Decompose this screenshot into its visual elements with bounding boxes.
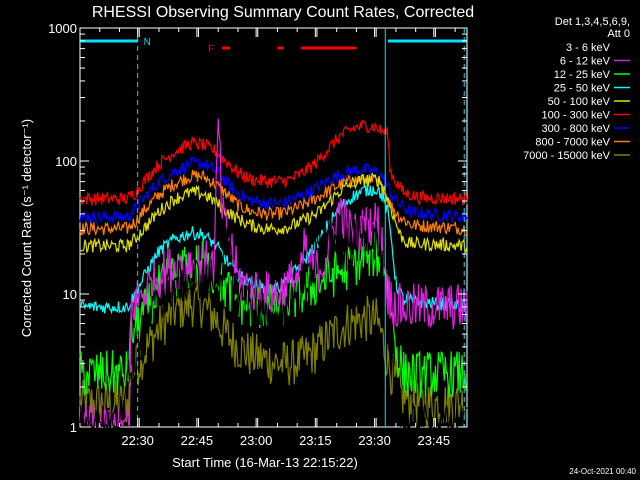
y-tick-label: 10 xyxy=(63,287,77,302)
y-tick-label: 1000 xyxy=(48,21,77,36)
series-line xyxy=(79,280,468,429)
flag-label: N xyxy=(144,37,151,48)
legend-label: 7000 - 15000 keV xyxy=(523,150,611,162)
x-tick-label: 23:15 xyxy=(299,433,332,448)
legend-label: 6 - 12 keV xyxy=(560,56,611,68)
legend-label: 12 - 25 keV xyxy=(554,69,611,81)
y-tick-label: 1 xyxy=(70,420,77,435)
legend-label: 800 - 7000 keV xyxy=(535,137,610,149)
flag-label: F xyxy=(208,44,214,55)
legend-label: 100 - 300 keV xyxy=(542,110,611,122)
legend-header-line-2: Att 0 xyxy=(607,28,630,40)
marker-layer xyxy=(137,28,465,427)
flag-layer: NF xyxy=(80,37,467,55)
x-axis-label: Start Time (16-Mar-13 22:15:22) xyxy=(172,455,358,470)
legend-label: 50 - 100 keV xyxy=(548,96,611,108)
x-tick-label: 23:45 xyxy=(418,433,451,448)
x-tick-label: 23:00 xyxy=(240,433,273,448)
footer-timestamp: 24-Oct-2021 00:40 xyxy=(569,467,636,476)
series-line xyxy=(79,214,468,429)
legend-label: 3 - 6 keV xyxy=(566,42,611,54)
legend: Det 1,3,4,5,6,9, Att 0 3 - 6 keV 6 - 12 k… xyxy=(523,16,630,162)
legend-label: 25 - 50 keV xyxy=(554,83,611,95)
y-tick-label: 100 xyxy=(55,154,77,169)
series-line xyxy=(79,172,468,255)
tick-layer: 1 10 100 1000 22:30 22:45 23:00 23:15 23:30 23:45 xyxy=(48,21,467,448)
series-line xyxy=(79,118,468,428)
x-tick-label: 23:30 xyxy=(358,433,391,448)
series-line xyxy=(79,119,468,207)
chart-title: RHESSI Observing Summary Count Rates, Co… xyxy=(92,4,474,21)
x-tick-label: 22:30 xyxy=(121,433,154,448)
series-line xyxy=(79,156,468,225)
x-tick-label: 22:45 xyxy=(181,433,214,448)
y-axis-label: Corrected Count Rate (s⁻¹ detector⁻¹) xyxy=(19,119,34,337)
plot-frame xyxy=(79,27,468,428)
series-layer xyxy=(79,118,468,429)
series-line xyxy=(79,169,468,237)
series-line xyxy=(79,183,468,315)
legend-header-line-1: Det 1,3,4,5,6,9, xyxy=(555,16,630,28)
legend-label: 300 - 800 keV xyxy=(542,123,611,135)
